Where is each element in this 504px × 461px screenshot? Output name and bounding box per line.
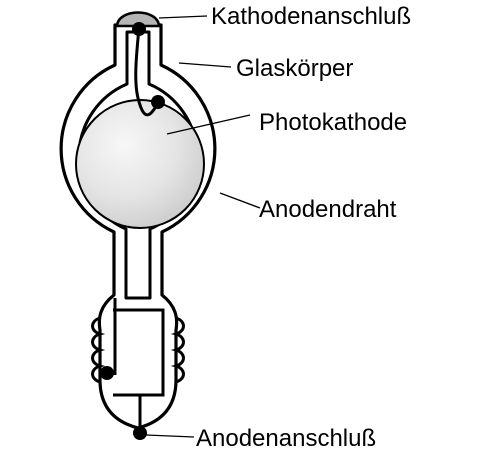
cathode-contact-dot bbox=[132, 22, 146, 36]
anode-terminal-dot bbox=[133, 426, 147, 440]
leader-anode-wire bbox=[219, 192, 261, 209]
anode-wire-contact-dot bbox=[100, 366, 114, 380]
label-cathode-terminal: Kathodenanschluß bbox=[211, 3, 411, 30]
label-photocathode: Photokathode bbox=[259, 109, 407, 136]
photocathode bbox=[75, 99, 205, 229]
label-glass-body: Glaskörper bbox=[236, 55, 353, 82]
cathode-terminal-cap bbox=[115, 11, 161, 28]
base-thread-left bbox=[91, 316, 106, 384]
label-anode-terminal: Anodenanschluß bbox=[196, 425, 376, 452]
photocathode-contact-dot bbox=[151, 95, 165, 109]
base-thread-right bbox=[170, 316, 185, 384]
leader-glass-body bbox=[178, 62, 232, 68]
leader-cathode-terminal bbox=[158, 15, 208, 19]
base-frame bbox=[113, 308, 165, 397]
label-anode-wire: Anodendraht bbox=[259, 196, 397, 223]
leader-photocathode bbox=[166, 114, 251, 135]
leader-anode-terminal bbox=[145, 434, 195, 438]
